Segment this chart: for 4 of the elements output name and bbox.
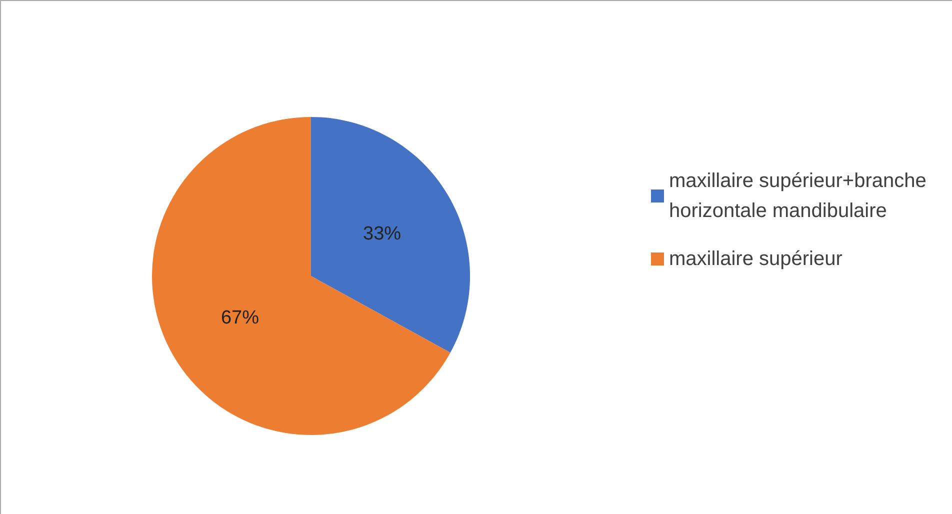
legend-label: maxillaire supérieur+branche horizontale mandibulaire: [669, 170, 932, 222]
data-label: 33%: [363, 223, 402, 244]
legend-label: maxillaire supérieur: [669, 248, 843, 270]
data-label: 67%: [220, 308, 260, 329]
